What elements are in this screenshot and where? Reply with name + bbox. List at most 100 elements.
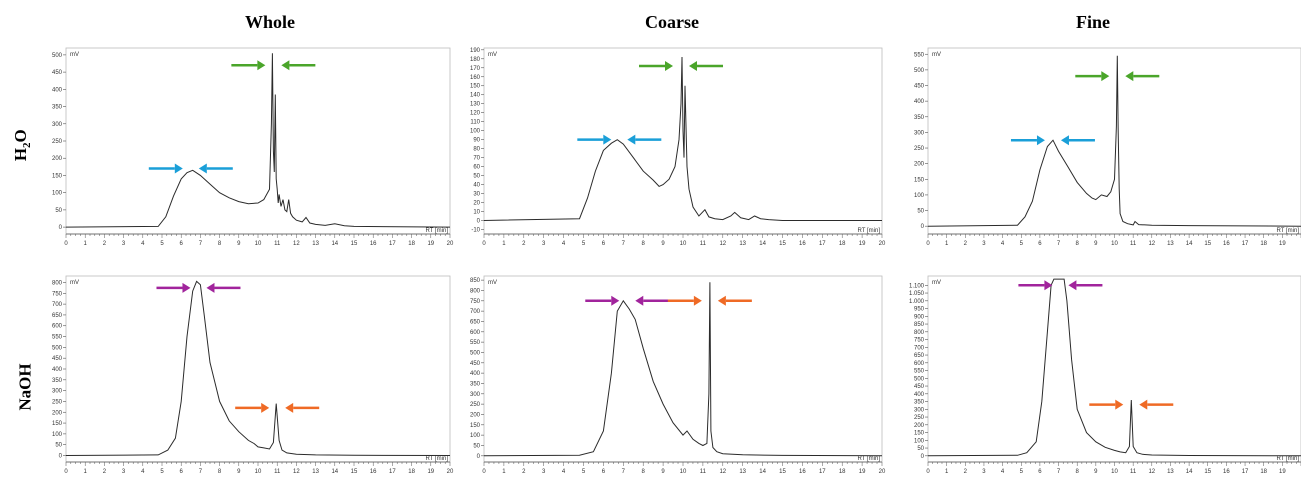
- x-tick-label: 0: [482, 469, 486, 475]
- y-tick-label: 350: [52, 105, 63, 111]
- y-tick-label: 350: [470, 381, 481, 387]
- x-tick-label: 7: [1057, 469, 1061, 475]
- y-tick-label: 50: [917, 446, 924, 452]
- chart-naoh-coarse: mV05010015020025030035040045050055060065…: [470, 275, 886, 475]
- cyan-arrow-left: [1060, 135, 1095, 146]
- x-tick-label: 2: [103, 469, 107, 475]
- x-tick-label: 7: [622, 469, 626, 475]
- y-axis-label: mV: [488, 52, 497, 58]
- x-tick-label: 2: [522, 469, 526, 475]
- x-tick-label: 17: [1242, 469, 1249, 475]
- x-tick-label: 16: [370, 241, 377, 247]
- y-tick-label: 800: [914, 330, 925, 336]
- x-tick-label: 8: [642, 469, 646, 475]
- x-tick-label: 10: [255, 469, 262, 475]
- x-tick-label: 3: [122, 469, 126, 475]
- y-tick-label: 750: [914, 338, 925, 344]
- x-tick-label: 15: [1204, 241, 1211, 247]
- y-tick-label: 250: [914, 415, 925, 421]
- x-tick-label: 15: [351, 241, 358, 247]
- x-tick-label: 16: [370, 469, 377, 475]
- y-tick-label: 450: [914, 384, 925, 390]
- y-tick-label: 700: [470, 309, 481, 315]
- y-tick-label: 70: [473, 156, 480, 162]
- y-tick-label: 350: [914, 400, 925, 406]
- y-axis-label: mV: [70, 280, 79, 286]
- y-tick-label: 350: [52, 378, 63, 384]
- y-tick-label: 300: [914, 130, 925, 136]
- x-tick-label: 8: [218, 469, 222, 475]
- green-arrow-right: [231, 60, 266, 71]
- plot-frame: [65, 275, 451, 463]
- x-tick-label: 15: [779, 469, 786, 475]
- column-title-whole: Whole: [244, 12, 295, 32]
- x-tick-label: 0: [482, 241, 486, 247]
- y-tick-label: 50: [917, 209, 924, 215]
- x-tick-label: 12: [1148, 241, 1155, 247]
- y-tick-label: -10: [471, 228, 480, 234]
- y-tick-label: 600: [52, 324, 63, 330]
- x-tick-label: 19: [1279, 241, 1286, 247]
- y-tick-label: 1.000: [909, 299, 925, 305]
- y-tick-label: 90: [473, 138, 480, 144]
- magenta-arrow-right: [156, 282, 191, 293]
- x-tick-label: 2: [103, 241, 107, 247]
- x-tick-label: 9: [237, 241, 241, 247]
- orange-arrow-left: [717, 295, 752, 306]
- magenta-arrow-left: [635, 295, 670, 306]
- y-tick-label: 750: [52, 291, 63, 297]
- y-tick-label: 0: [921, 454, 925, 460]
- y-tick-label: 200: [470, 412, 481, 418]
- x-tick-label: 11: [274, 469, 281, 475]
- y-tick-label: 150: [914, 431, 925, 437]
- x-tick-label: 6: [1038, 241, 1042, 247]
- x-tick-label: 1: [945, 469, 949, 475]
- x-tick-label: 14: [759, 469, 766, 475]
- x-tick-label: 2: [964, 241, 968, 247]
- green-arrow-left: [281, 60, 316, 71]
- green-arrow-right: [1075, 71, 1110, 82]
- y-tick-label: 100: [914, 438, 925, 444]
- y-tick-label: 200: [52, 410, 63, 416]
- y-tick-label: 800: [470, 288, 481, 294]
- y-tick-label: 900: [914, 314, 925, 320]
- y-tick-label: 550: [914, 52, 925, 58]
- x-tick-label: 12: [719, 241, 726, 247]
- x-tick-label: 12: [293, 241, 300, 247]
- y-tick-label: 450: [52, 70, 63, 76]
- x-tick-label: 8: [1076, 469, 1080, 475]
- y-tick-label: 110: [470, 120, 480, 126]
- x-tick-label: 18: [408, 241, 415, 247]
- x-tick-label: 18: [839, 241, 846, 247]
- x-tick-label: 4: [1001, 469, 1005, 475]
- x-tick-label: 16: [799, 241, 806, 247]
- y-tick-label: 350: [914, 115, 925, 121]
- x-tick-label: 3: [122, 241, 126, 247]
- x-axis-label: RT [min]: [426, 228, 449, 234]
- y-tick-label: 850: [470, 278, 481, 284]
- cyan-arrow-right: [148, 163, 183, 174]
- chromatogram-trace: [927, 55, 1301, 227]
- x-tick-label: 18: [1260, 469, 1267, 475]
- y-tick-label: 400: [914, 392, 925, 398]
- y-tick-label: 250: [470, 402, 481, 408]
- y-axis-label: mV: [932, 280, 941, 286]
- x-tick-label: 19: [427, 241, 434, 247]
- x-tick-label: 18: [408, 469, 415, 475]
- y-tick-label: 450: [470, 361, 481, 367]
- y-tick-label: 0: [59, 454, 63, 460]
- x-tick-label: 7: [1057, 241, 1061, 247]
- y-tick-label: 190: [470, 48, 481, 54]
- x-tick-label: 14: [1186, 241, 1193, 247]
- x-tick-label: 14: [331, 241, 338, 247]
- x-tick-label: 7: [622, 241, 626, 247]
- y-tick-label: 1.050: [909, 291, 925, 297]
- y-tick-label: 500: [914, 376, 925, 382]
- x-tick-label: 4: [141, 469, 145, 475]
- x-tick-label: 3: [982, 469, 986, 475]
- x-tick-label: 12: [293, 469, 300, 475]
- y-tick-label: 250: [52, 399, 63, 405]
- x-tick-label: 11: [1130, 241, 1137, 247]
- plot-frame: [483, 275, 883, 463]
